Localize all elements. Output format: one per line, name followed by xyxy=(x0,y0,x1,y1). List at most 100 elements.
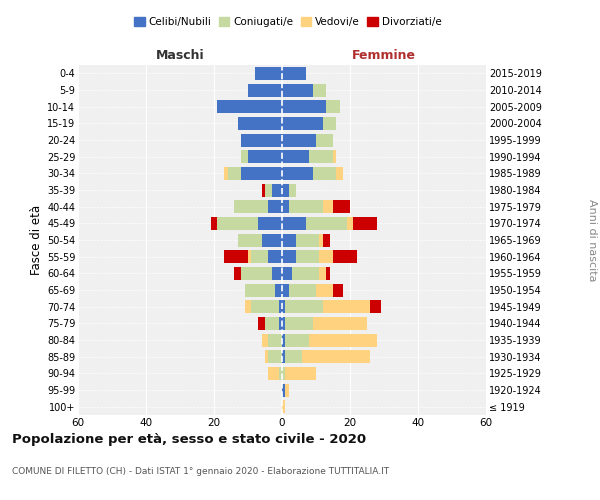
Bar xyxy=(224,250,248,263)
Bar xyxy=(302,350,370,363)
Bar xyxy=(286,384,289,396)
Bar xyxy=(235,267,241,280)
Bar xyxy=(282,284,289,296)
Bar xyxy=(282,150,309,163)
Bar xyxy=(278,367,282,380)
Bar xyxy=(313,167,337,180)
Text: Anni di nascita: Anni di nascita xyxy=(587,198,597,281)
Bar xyxy=(262,234,282,246)
Text: COMUNE DI FILETTO (CH) - Dati ISTAT 1° gennaio 2020 - Elaborazione TUTTITALIA.IT: COMUNE DI FILETTO (CH) - Dati ISTAT 1° g… xyxy=(12,468,389,476)
Bar xyxy=(319,267,326,280)
Bar xyxy=(258,217,282,230)
Bar xyxy=(255,67,282,80)
Bar xyxy=(289,200,323,213)
Bar xyxy=(282,117,323,130)
Bar xyxy=(289,184,296,196)
Bar xyxy=(326,267,329,280)
Bar xyxy=(272,267,282,280)
Bar xyxy=(282,67,306,80)
Text: Maschi: Maschi xyxy=(155,48,205,62)
Bar xyxy=(235,200,268,213)
Bar xyxy=(265,350,268,363)
Bar xyxy=(248,250,251,263)
Bar xyxy=(289,284,316,296)
Bar xyxy=(333,150,337,163)
Bar xyxy=(265,184,272,196)
Bar xyxy=(241,267,272,280)
Bar xyxy=(286,300,323,313)
Bar xyxy=(323,200,333,213)
Bar xyxy=(282,167,313,180)
Bar xyxy=(309,334,377,346)
Bar xyxy=(268,250,282,263)
Bar xyxy=(347,217,353,230)
Bar xyxy=(262,334,268,346)
Bar xyxy=(286,350,302,363)
Bar xyxy=(333,200,350,213)
Bar xyxy=(309,150,333,163)
Bar xyxy=(241,150,248,163)
Bar xyxy=(313,317,367,330)
Bar xyxy=(282,134,316,146)
Bar xyxy=(258,317,265,330)
Y-axis label: Fasce di età: Fasce di età xyxy=(29,205,43,275)
Bar xyxy=(248,84,282,96)
Bar xyxy=(370,300,380,313)
Bar xyxy=(326,100,340,113)
Bar xyxy=(282,367,286,380)
Bar xyxy=(227,167,241,180)
Legend: Celibi/Nubili, Coniugati/e, Vedovi/e, Divorziati/e: Celibi/Nubili, Coniugati/e, Vedovi/e, Di… xyxy=(130,12,446,31)
Bar xyxy=(323,117,337,130)
Bar xyxy=(323,300,370,313)
Bar xyxy=(306,217,347,230)
Bar xyxy=(323,234,329,246)
Bar xyxy=(241,134,282,146)
Bar xyxy=(333,250,357,263)
Bar xyxy=(286,317,313,330)
Bar xyxy=(265,317,278,330)
Bar xyxy=(241,167,282,180)
Bar xyxy=(282,217,306,230)
Bar xyxy=(282,84,313,96)
Bar xyxy=(282,384,286,396)
Text: Femmine: Femmine xyxy=(352,48,416,62)
Text: Popolazione per età, sesso e stato civile - 2020: Popolazione per età, sesso e stato civil… xyxy=(12,432,366,446)
Bar xyxy=(245,300,251,313)
Bar xyxy=(268,367,278,380)
Bar xyxy=(278,317,282,330)
Bar xyxy=(272,184,282,196)
Bar xyxy=(238,234,262,246)
Bar xyxy=(282,334,286,346)
Bar xyxy=(238,117,282,130)
Bar xyxy=(337,167,343,180)
Bar xyxy=(296,250,319,263)
Bar xyxy=(316,284,333,296)
Bar xyxy=(282,317,286,330)
Bar xyxy=(282,200,289,213)
Bar xyxy=(316,134,333,146)
Bar xyxy=(282,184,289,196)
Bar xyxy=(275,284,282,296)
Bar xyxy=(319,234,323,246)
Bar xyxy=(333,284,343,296)
Bar xyxy=(224,167,227,180)
Bar xyxy=(248,150,282,163)
Bar xyxy=(282,350,286,363)
Bar xyxy=(278,300,282,313)
Bar xyxy=(282,100,326,113)
Bar xyxy=(282,300,286,313)
Bar xyxy=(286,367,316,380)
Bar xyxy=(268,350,282,363)
Bar xyxy=(217,217,258,230)
Bar xyxy=(262,184,265,196)
Bar xyxy=(282,234,296,246)
Bar xyxy=(296,234,319,246)
Bar xyxy=(245,284,275,296)
Bar xyxy=(282,267,292,280)
Bar xyxy=(282,400,286,413)
Bar xyxy=(292,267,319,280)
Bar xyxy=(313,84,326,96)
Bar xyxy=(353,217,377,230)
Bar xyxy=(251,300,278,313)
Bar xyxy=(319,250,333,263)
